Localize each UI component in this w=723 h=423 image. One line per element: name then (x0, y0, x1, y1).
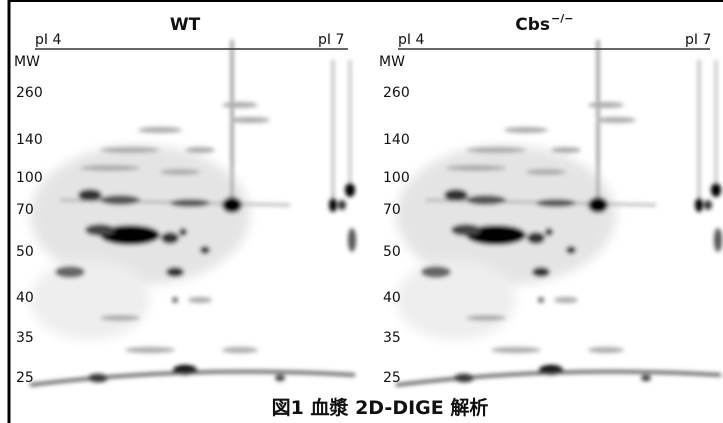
mw-marker: 50 (383, 244, 401, 260)
gel-image (396, 40, 722, 385)
mw-marker: 35 (16, 330, 34, 346)
gel-panel: Cbs −/− pI 4 pI 7 MW 260 140 100 70 50 40 35 25 (379, 12, 722, 386)
mw-marker: 140 (16, 132, 43, 148)
mw-label: MW (14, 54, 40, 70)
mw-marker: 260 (383, 85, 410, 101)
pi-label: pI 4 (398, 32, 424, 48)
mw-label: MW (379, 54, 405, 70)
panel-title: WT (170, 15, 201, 35)
mw-marker: 70 (16, 202, 34, 218)
mw-markers: 260 140 100 70 50 40 35 25 (16, 85, 43, 386)
mw-marker: 25 (16, 370, 34, 386)
mw-marker: 260 (16, 85, 43, 101)
mw-marker: 140 (383, 132, 410, 148)
panel-title-superscript: −/− (551, 12, 573, 25)
pi-label: pI 7 (318, 32, 344, 48)
mw-marker: 35 (383, 330, 401, 346)
pi-label: pI 7 (685, 32, 711, 48)
pi-label: pI 4 (35, 32, 61, 48)
mw-marker: 100 (16, 170, 43, 186)
gel-image (30, 40, 356, 385)
mw-marker: 40 (16, 290, 34, 306)
mw-marker: 25 (383, 370, 401, 386)
mw-marker: 100 (383, 170, 410, 186)
mw-markers: 260 140 100 70 50 40 35 25 (383, 85, 410, 386)
panel-title: Cbs (515, 15, 550, 35)
mw-marker: 40 (383, 290, 401, 306)
mw-marker: 70 (383, 202, 401, 218)
caption: 図1 血漿 2D-DIGE 解析 (272, 396, 489, 419)
gel-panel: WT pI 4 pI 7 MW 260 140 100 70 50 40 35 25 (14, 15, 356, 386)
mw-marker: 50 (16, 244, 34, 260)
